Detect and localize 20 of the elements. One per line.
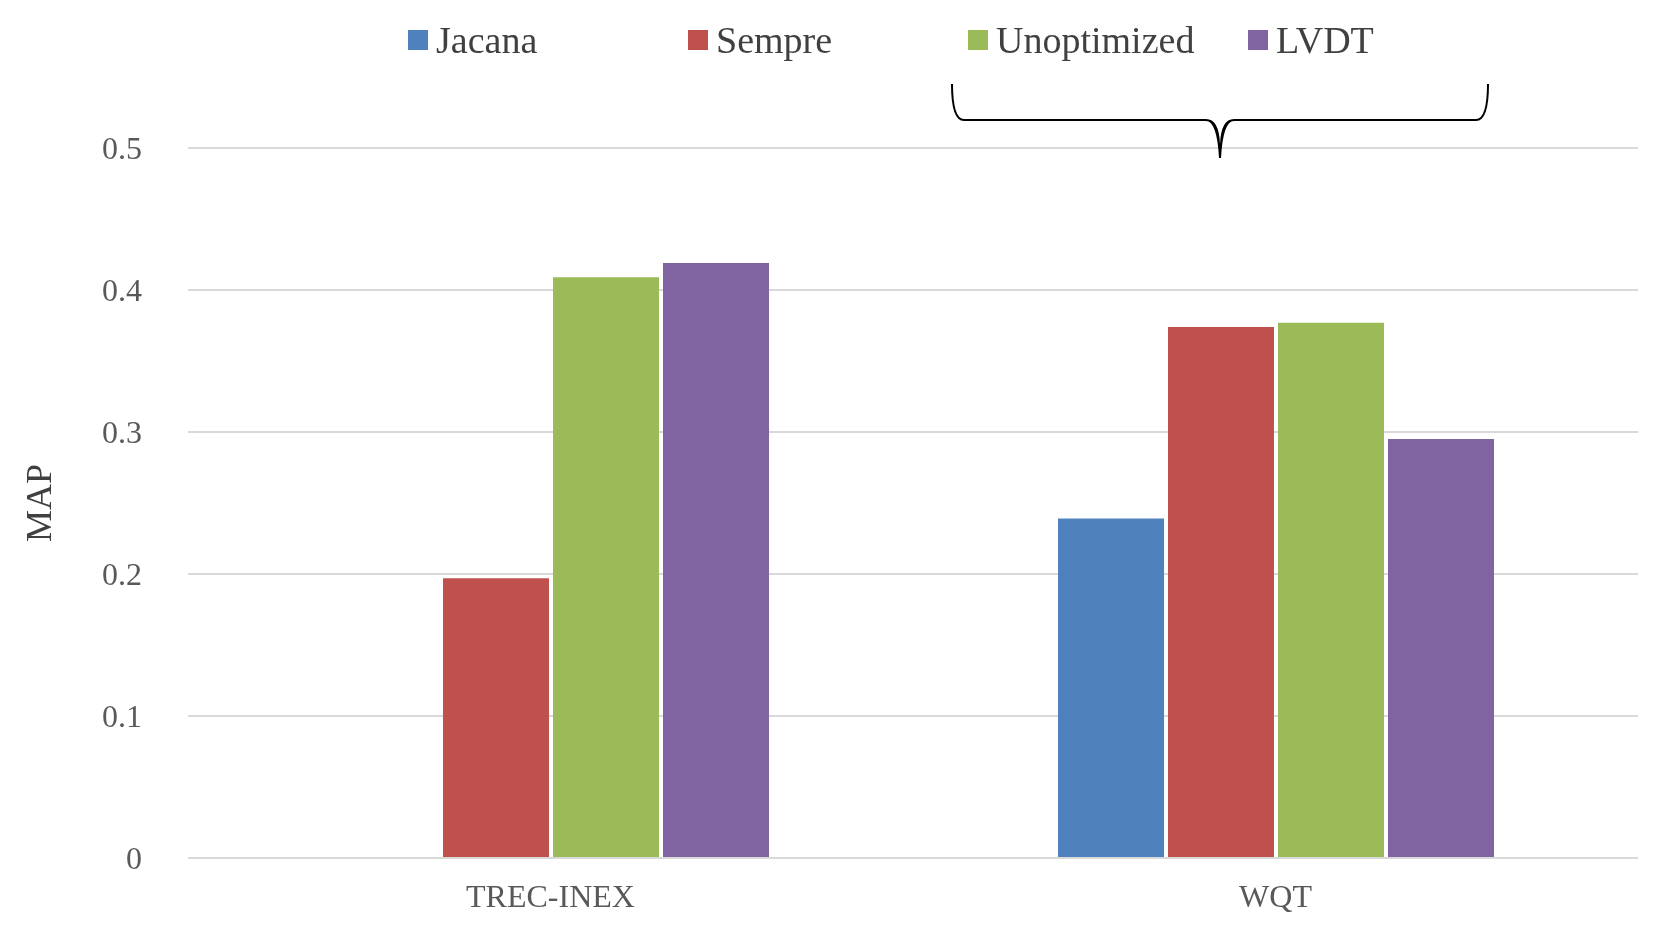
legend-label: LVDT — [1276, 18, 1374, 62]
legend-label: Unoptimized — [996, 18, 1195, 62]
y-tick-label: 0 — [126, 840, 142, 877]
y-tick-label: 0.3 — [102, 414, 142, 451]
bar — [553, 277, 659, 858]
y-tick-label: 0.4 — [102, 272, 142, 309]
y-tick-label: 0.2 — [102, 556, 142, 593]
bar — [1388, 439, 1494, 858]
y-axis-title: MAP — [18, 463, 59, 543]
bar — [1168, 326, 1274, 858]
x-tick-label: WQT — [1239, 877, 1313, 914]
y-tick-label: 0.1 — [102, 698, 142, 735]
legend-label: Jacana — [436, 18, 538, 62]
x-tick-label: TREC-INEX — [466, 877, 635, 914]
legend-label: Sempre — [716, 18, 833, 62]
bar — [443, 578, 549, 858]
bar — [1278, 322, 1384, 858]
bar — [1058, 518, 1164, 858]
y-tick-label: 0.5 — [102, 130, 142, 167]
bar — [663, 263, 769, 858]
